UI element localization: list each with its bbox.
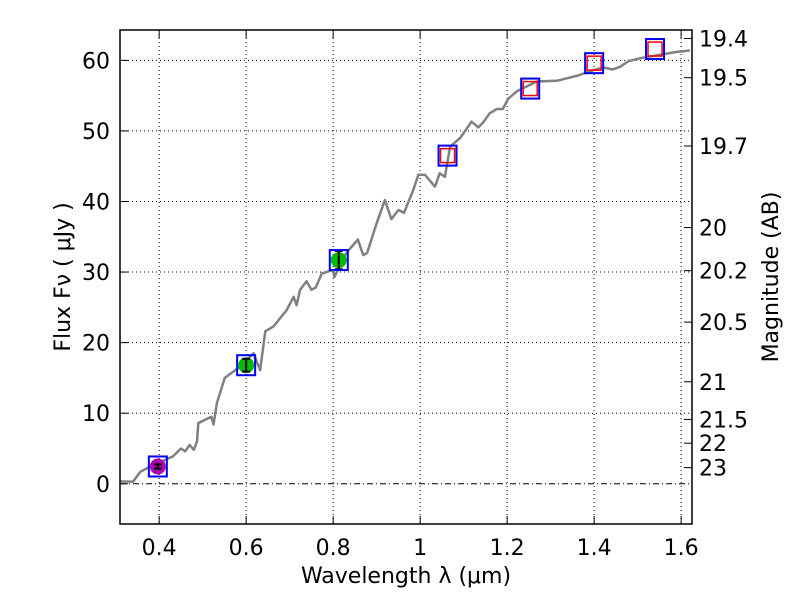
photometry-point bbox=[520, 77, 541, 100]
model-photometry-marker bbox=[437, 144, 458, 167]
model-photometry-marker bbox=[584, 52, 605, 75]
right-tick-label: 19.4 bbox=[699, 27, 748, 52]
x-axis-label: Wavelength λ (μm) bbox=[301, 564, 511, 589]
x-tick-label: 0.6 bbox=[229, 536, 264, 561]
y-tick-label: 40 bbox=[82, 190, 110, 215]
plot-frame bbox=[119, 29, 693, 525]
model-photometry-marker bbox=[236, 354, 257, 377]
right-tick-label: 23 bbox=[699, 457, 727, 482]
y-axis-right-label: Magnitude (AB) bbox=[759, 192, 784, 363]
x-tick-label: 1 bbox=[413, 536, 427, 561]
upper-limit-marker bbox=[522, 80, 538, 97]
right-tick-label: 20 bbox=[699, 217, 727, 242]
photometry-point bbox=[437, 144, 458, 167]
photometry-series bbox=[147, 38, 666, 478]
right-tick-label: 21.5 bbox=[699, 408, 748, 433]
x-tick-label: 1.6 bbox=[664, 536, 699, 561]
ticks: 0.4 0.6 0.8 1 1.2 1.4 1.6 0 10 20 30 40 50 60 19.4 19.5… bbox=[82, 27, 748, 561]
spectrum-series bbox=[119, 49, 690, 483]
spectrum-line bbox=[119, 49, 690, 483]
photometry-point bbox=[147, 455, 168, 478]
right-tick-label: 22 bbox=[699, 432, 727, 457]
y-tick-label: 20 bbox=[82, 332, 110, 357]
photometry-point bbox=[645, 38, 666, 61]
model-photometry-marker bbox=[520, 77, 541, 100]
x-tick-label: 0.4 bbox=[142, 536, 177, 561]
x-tick-label: 1.2 bbox=[490, 536, 525, 561]
y-axis-label: Flux Fν ( μJy ) bbox=[51, 202, 76, 351]
right-tick-label: 21 bbox=[699, 371, 727, 396]
grid bbox=[120, 30, 692, 524]
photometry-point bbox=[236, 354, 257, 377]
photometry-point bbox=[584, 52, 605, 75]
y-tick-label: 60 bbox=[82, 49, 110, 74]
y-tick-label: 10 bbox=[82, 402, 110, 427]
x-tick-label: 0.8 bbox=[316, 536, 351, 561]
photometry-point bbox=[328, 249, 349, 272]
model-photometry-marker bbox=[328, 249, 349, 272]
y-tick-label: 50 bbox=[82, 120, 110, 145]
right-tick-label: 19.7 bbox=[699, 135, 748, 160]
model-photometry-marker bbox=[147, 455, 168, 478]
y-tick-label: 30 bbox=[82, 261, 110, 286]
right-tick-label: 20.5 bbox=[699, 311, 748, 336]
right-tick-label: 20.2 bbox=[699, 260, 748, 285]
upper-limit-marker bbox=[586, 55, 602, 71]
model-photometry-marker bbox=[645, 38, 666, 61]
upper-limit-marker bbox=[647, 41, 663, 57]
y-tick-label: 0 bbox=[96, 473, 110, 498]
right-tick-label: 19.5 bbox=[699, 67, 748, 92]
upper-limit-marker bbox=[439, 147, 456, 164]
x-tick-label: 1.4 bbox=[577, 536, 612, 561]
